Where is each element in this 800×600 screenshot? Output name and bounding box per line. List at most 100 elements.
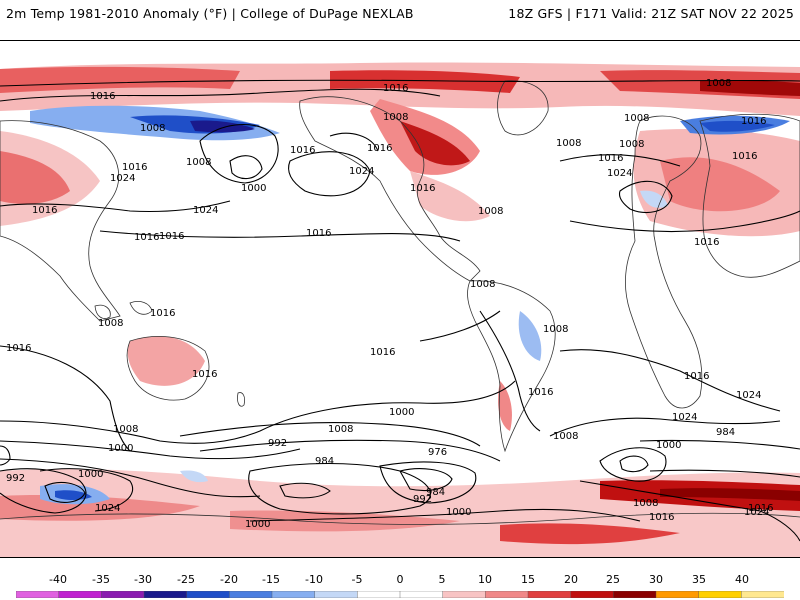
colorbar-tick-label: -25 <box>177 573 195 586</box>
isobar-label: 1008 <box>633 498 658 509</box>
colorbar-segment <box>143 591 188 598</box>
colorbar-tick-label: -40 <box>49 573 67 586</box>
isobar-label: 1000 <box>446 507 471 518</box>
colorbar-segment <box>570 591 615 598</box>
isobar-labels: 1016 1008 1016 1016 1008 1016 1008 1024 … <box>6 78 773 530</box>
isobar-label: 1024 <box>672 412 697 423</box>
global-map: 1016 1008 1016 1016 1008 1016 1008 1024 … <box>0 40 800 558</box>
isobar-label: 1008 <box>470 279 495 290</box>
isobar-label: 992 <box>413 494 432 505</box>
colorbar-segment <box>229 591 273 598</box>
colorbar-segment <box>613 591 657 598</box>
colorbar-tick-label: 20 <box>564 573 578 586</box>
isobar-label: 984 <box>426 487 445 498</box>
isobar-label: 1016 <box>150 308 175 319</box>
colorbar-segment <box>357 591 401 598</box>
colorbar-segment <box>186 591 231 598</box>
isobar-label: 1008 <box>328 424 353 435</box>
isobar-label: 1000 <box>656 440 681 451</box>
colorbar-segment <box>101 591 145 598</box>
isobar-label: 1016 <box>528 387 553 398</box>
map-title: 2m Temp 1981-2010 Anomaly (°F) | College… <box>6 6 414 21</box>
isobar-label: 1000 <box>389 407 414 418</box>
isobar-label: 1000 <box>241 183 266 194</box>
isobar-label: 1016 <box>598 153 623 164</box>
colorbar-segment <box>655 591 700 598</box>
colorbar-segment <box>399 591 444 598</box>
colorbar-tick-label: -15 <box>262 573 280 586</box>
colorbar-segment <box>271 591 316 598</box>
colorbar-tick-label: 25 <box>606 573 620 586</box>
isobar-label: 1000 <box>245 519 270 530</box>
title-bar: 2m Temp 1981-2010 Anomaly (°F) | College… <box>0 0 800 30</box>
colorbar-tick-label: 15 <box>521 573 535 586</box>
isobar-label: 1008 <box>553 431 578 442</box>
colorbar-segment <box>698 591 743 598</box>
anomaly-colorbar: -40 -35 -30 -25 -20 -15 -10 -5 0 5 10 15… <box>0 570 800 600</box>
colorbar-tick-label: 0 <box>396 573 404 586</box>
isobar-label: 1016 <box>741 116 766 127</box>
isobar-label: 1016 <box>410 183 435 194</box>
isobar-label: 1016 <box>192 369 217 380</box>
colorbar-tick-label: -35 <box>92 573 110 586</box>
colorbar-tick-label: -20 <box>220 573 238 586</box>
isobar-label: 1008 <box>113 424 138 435</box>
colorbar-tick-label: -10 <box>305 573 323 586</box>
isobar-label: 1024 <box>736 390 761 401</box>
isobar-label: 1016 <box>90 91 115 102</box>
isobar-label: 1016 <box>748 503 773 514</box>
isobar-label: 1024 <box>349 166 374 177</box>
isobar-label: 1024 <box>110 173 135 184</box>
isobar-label: 992 <box>268 438 287 449</box>
colorbar-tick-label: -5 <box>351 573 363 586</box>
colorbar-segment <box>314 591 359 598</box>
colorbar-strip <box>16 591 784 598</box>
cold-anomaly-layer <box>30 105 790 505</box>
isobar-label: 1016 <box>383 83 408 94</box>
isobar-label: 984 <box>716 427 735 438</box>
isobar-label: 984 <box>315 456 334 467</box>
isobar-label: 976 <box>428 447 447 458</box>
colorbar-segment <box>527 591 572 598</box>
isobar-label: 1016 <box>122 162 147 173</box>
colorbar-segment <box>16 591 60 598</box>
isobar-label: 1008 <box>478 206 503 217</box>
isobar-label: 1008 <box>140 123 165 134</box>
colorbar-segment <box>58 591 103 598</box>
isobar-label: 1016 <box>134 232 159 243</box>
isobar-label: 1000 <box>108 443 133 454</box>
colorbar-tick-label: -30 <box>134 573 152 586</box>
isobar-label: 1016 <box>684 371 709 382</box>
isobar-label: 1016 <box>306 228 331 239</box>
isobar-label: 1016 <box>6 343 31 354</box>
colorbar-segment <box>442 591 487 598</box>
colorbar-tick-label: 40 <box>735 573 749 586</box>
isobar-label: 1024 <box>744 507 769 518</box>
isobar-label: 1008 <box>556 138 581 149</box>
isobar-label: 1024 <box>95 503 120 514</box>
isobar-label: 1008 <box>619 139 644 150</box>
isobar-label: 1016 <box>732 151 757 162</box>
colorbar-segment <box>485 591 529 598</box>
isobar-label: 1016 <box>694 237 719 248</box>
colorbar-tick-label: 10 <box>478 573 492 586</box>
coastlines <box>0 80 800 525</box>
colorbar-tick-label: 35 <box>692 573 706 586</box>
isobar-label: 1016 <box>159 231 184 242</box>
colorbar-tick-label: 30 <box>649 573 663 586</box>
warm-anomaly-layer <box>0 62 800 557</box>
isobar-label: 1016 <box>290 145 315 156</box>
isobar-label: 1016 <box>370 347 395 358</box>
isobar-label: 1000 <box>78 469 103 480</box>
isobar-label: 1008 <box>624 113 649 124</box>
isobar-label: 1008 <box>543 324 568 335</box>
isobar-contours <box>0 79 800 542</box>
isobar-label: 1016 <box>649 512 674 523</box>
isobar-label: 1024 <box>607 168 632 179</box>
isobar-label: 1008 <box>98 318 123 329</box>
isobar-label: 1008 <box>186 157 211 168</box>
isobar-label: 992 <box>6 473 25 484</box>
model-run-info: 18Z GFS | F171 Valid: 21Z SAT NOV 22 202… <box>508 6 794 21</box>
isobar-label: 1008 <box>706 78 731 89</box>
isobar-label: 1016 <box>367 143 392 154</box>
